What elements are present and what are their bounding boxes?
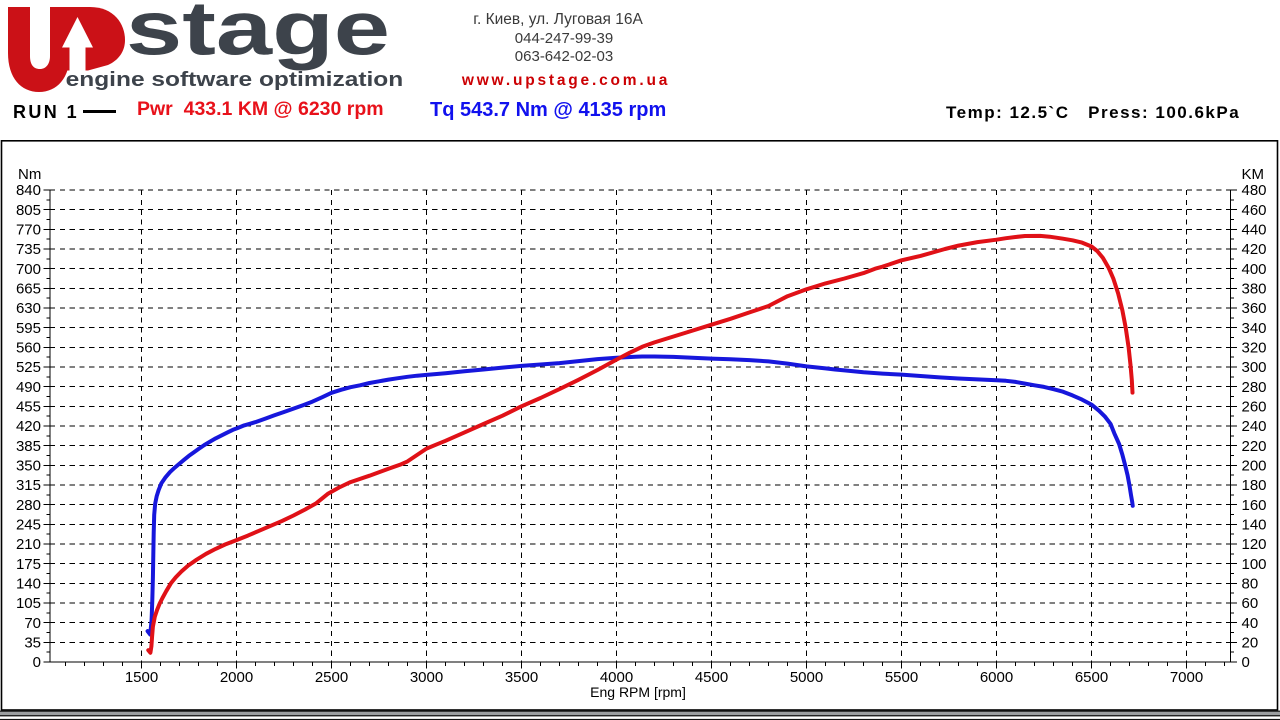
svg-text:455: 455 [16,399,41,416]
svg-text:175: 175 [16,556,41,573]
svg-text:2500: 2500 [315,669,348,686]
svg-text:Nm: Nm [18,166,41,183]
svg-text:280: 280 [16,497,41,514]
svg-text:770: 770 [16,222,41,239]
svg-text:595: 595 [16,320,41,337]
svg-text:7000: 7000 [1170,669,1203,686]
svg-text:60: 60 [1242,595,1259,612]
svg-text:80: 80 [1242,576,1259,593]
svg-text:20: 20 [1242,635,1259,652]
svg-text:300: 300 [1242,359,1267,376]
svg-text:120: 120 [1242,536,1267,553]
svg-text:840: 840 [16,182,41,199]
svg-text:6500: 6500 [1075,669,1108,686]
svg-text:40: 40 [1242,615,1259,632]
svg-text:400: 400 [1242,261,1267,278]
svg-text:0: 0 [33,654,41,671]
svg-text:630: 630 [16,300,41,317]
svg-text:480: 480 [1242,182,1267,199]
svg-text:260: 260 [1242,399,1267,416]
svg-text:70: 70 [24,615,41,632]
svg-text:140: 140 [16,576,41,593]
svg-text:5000: 5000 [790,669,823,686]
svg-text:560: 560 [16,340,41,357]
svg-text:280: 280 [1242,379,1267,396]
svg-text:490: 490 [16,379,41,396]
svg-text:1500: 1500 [125,669,158,686]
svg-text:350: 350 [16,458,41,475]
svg-text:700: 700 [16,261,41,278]
svg-text:Eng RPM [rpm]: Eng RPM [rpm] [590,684,686,700]
svg-text:665: 665 [16,281,41,298]
svg-text:210: 210 [16,536,41,553]
svg-text:4000: 4000 [600,669,633,686]
svg-text:245: 245 [16,517,41,534]
svg-text:200: 200 [1242,458,1267,475]
svg-text:805: 805 [16,202,41,219]
svg-text:35: 35 [24,635,41,652]
svg-text:180: 180 [1242,477,1267,494]
svg-text:3500: 3500 [505,669,538,686]
svg-text:320: 320 [1242,340,1267,357]
svg-text:735: 735 [16,241,41,258]
svg-text:385: 385 [16,438,41,455]
svg-text:KM: KM [1242,166,1265,183]
svg-text:440: 440 [1242,222,1267,239]
svg-text:5500: 5500 [885,669,918,686]
svg-text:105: 105 [16,595,41,612]
svg-text:4500: 4500 [695,669,728,686]
svg-text:160: 160 [1242,497,1267,514]
svg-text:3000: 3000 [410,669,443,686]
svg-text:stage: stage [126,0,390,71]
svg-text:140: 140 [1242,517,1267,534]
svg-text:360: 360 [1242,300,1267,317]
svg-text:340: 340 [1242,320,1267,337]
svg-text:2000: 2000 [220,669,253,686]
svg-text:6000: 6000 [980,669,1013,686]
svg-text:240: 240 [1242,418,1267,435]
svg-text:315: 315 [16,477,41,494]
svg-text:420: 420 [16,418,41,435]
svg-text:0: 0 [1242,654,1250,671]
svg-text:460: 460 [1242,202,1267,219]
svg-text:100: 100 [1242,556,1267,573]
svg-text:420: 420 [1242,241,1267,258]
svg-text:525: 525 [16,359,41,376]
svg-text:380: 380 [1242,281,1267,298]
svg-text:engine software optimization: engine software optimization [66,68,404,90]
svg-text:220: 220 [1242,438,1267,455]
